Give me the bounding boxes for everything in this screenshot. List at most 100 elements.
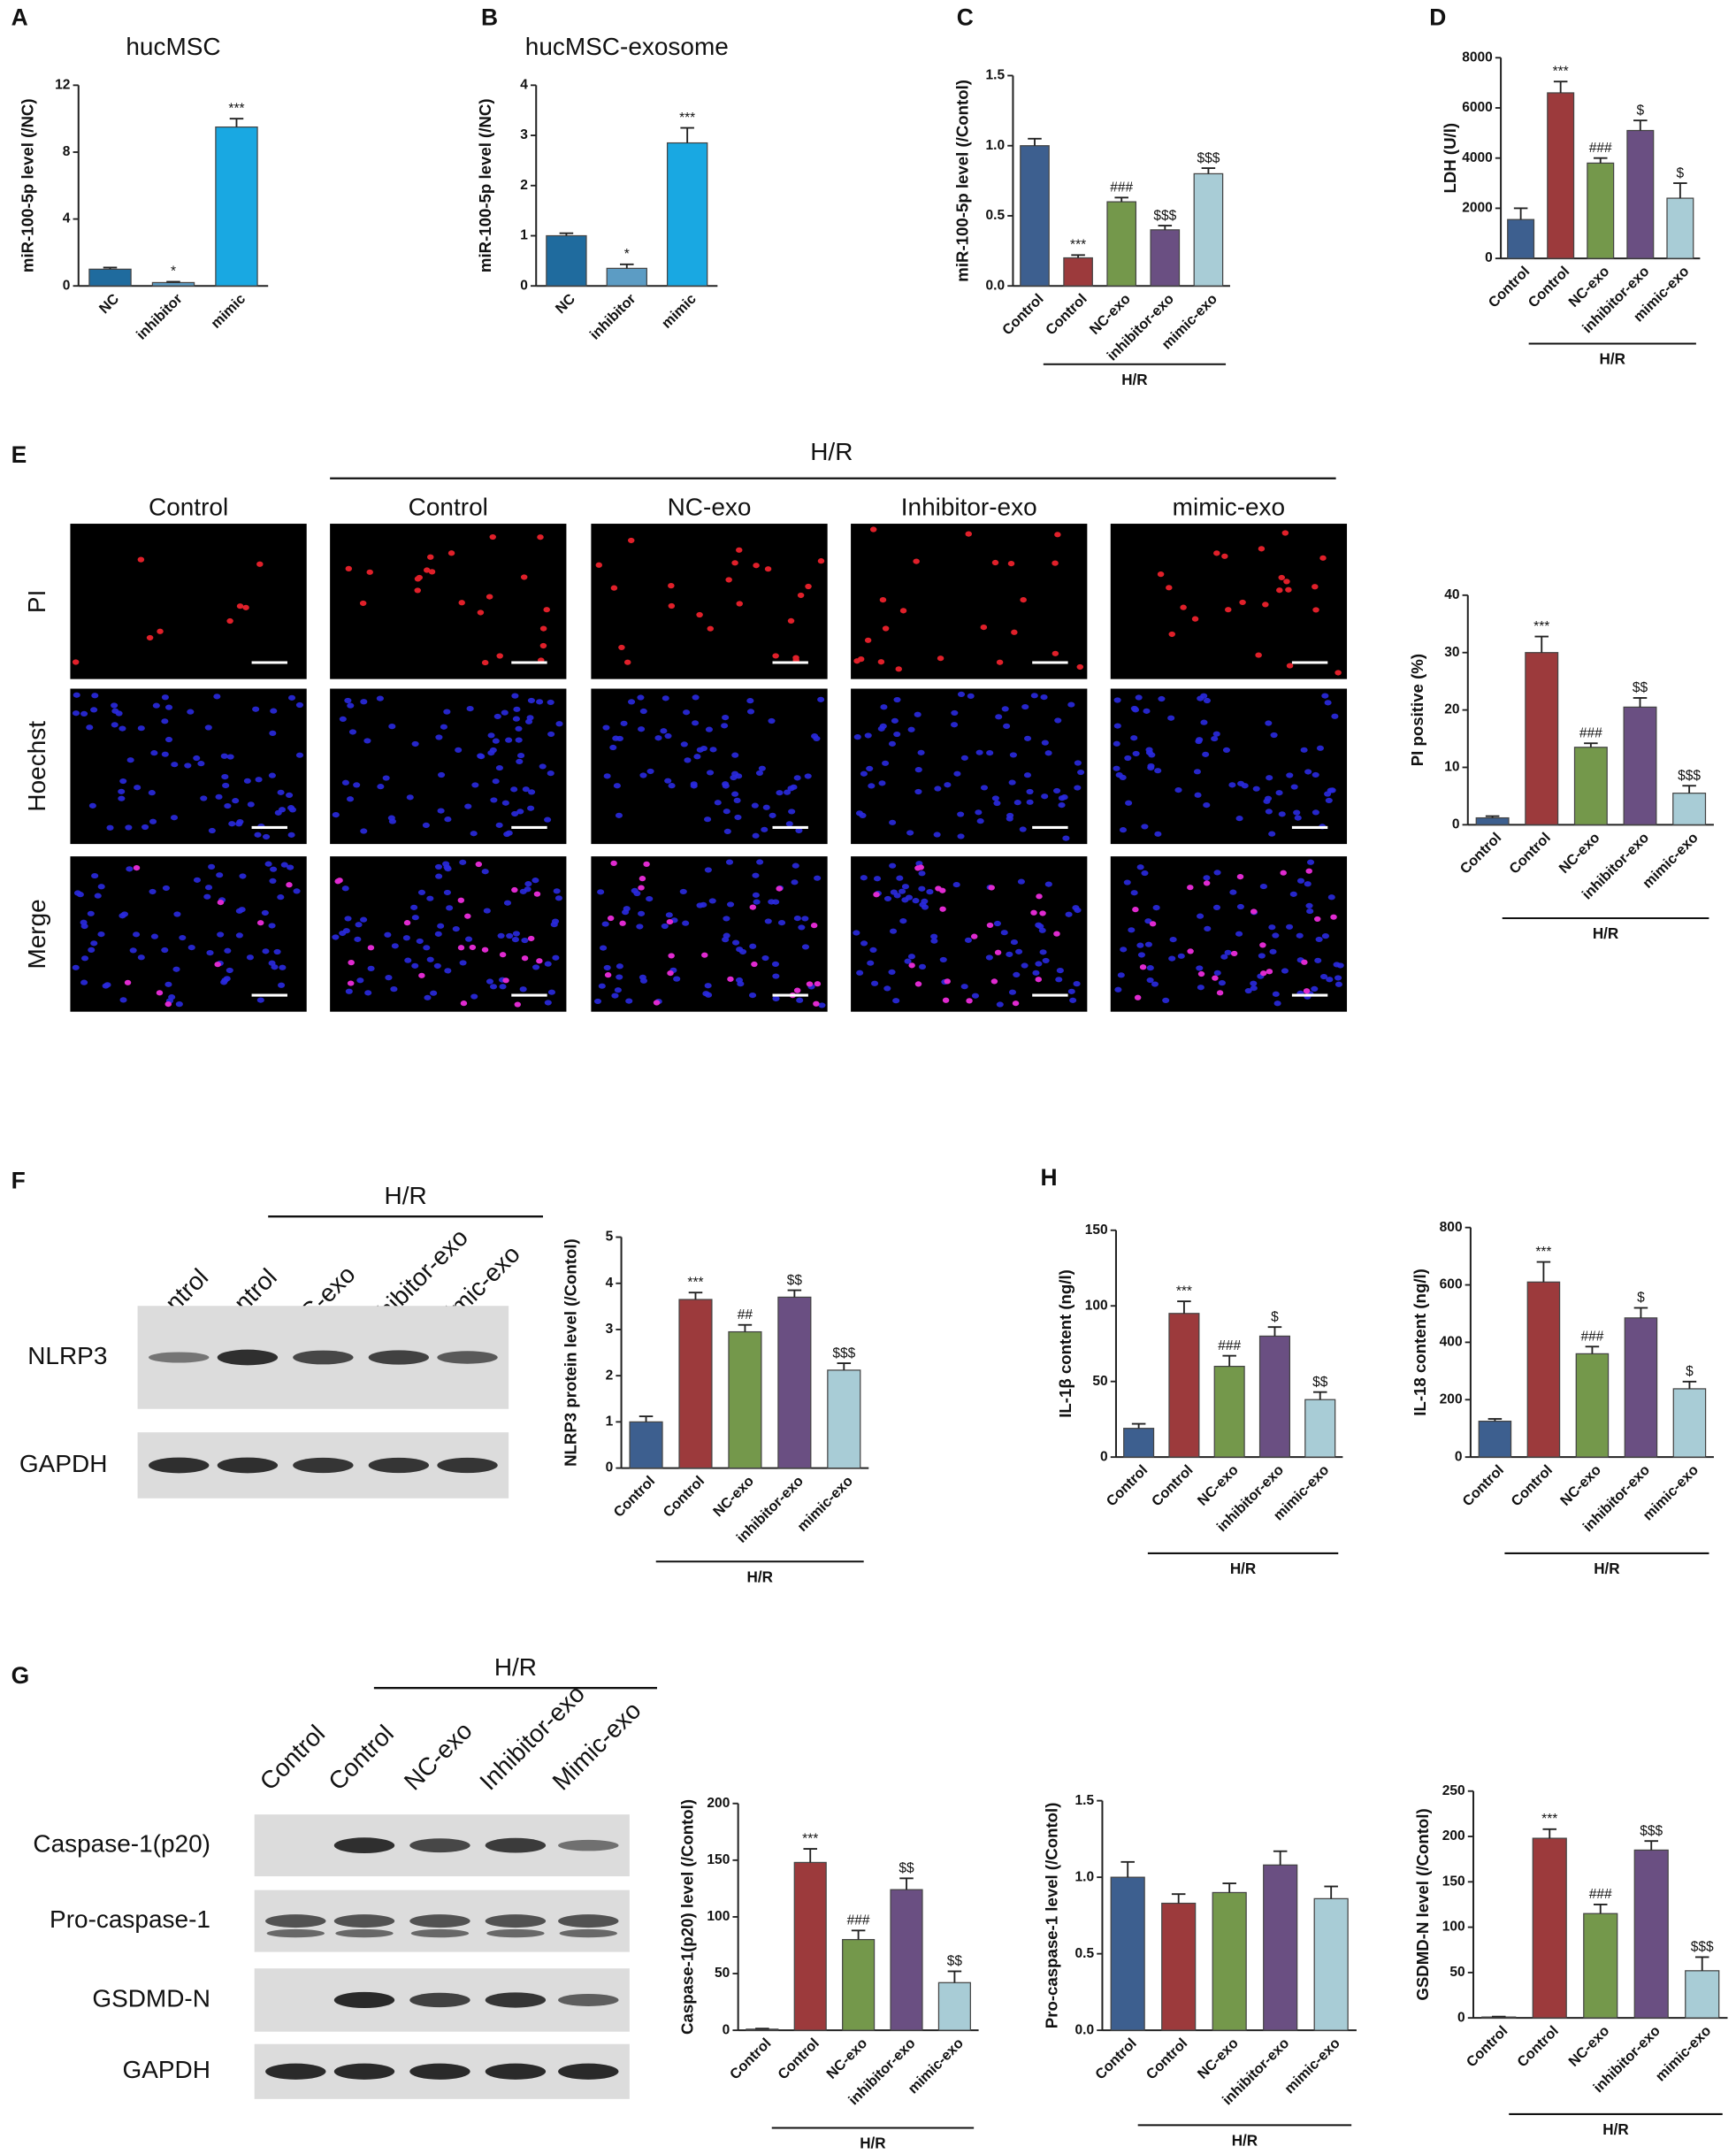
nucleus <box>1197 695 1204 701</box>
bar <box>1526 1281 1561 1458</box>
y-tick-label: 4 <box>606 1276 614 1291</box>
error-bar <box>1028 137 1042 146</box>
nucleus <box>869 947 877 953</box>
pi-nucleus <box>242 604 249 610</box>
band <box>265 1914 326 1928</box>
nucleus <box>598 983 606 989</box>
nucleus <box>134 785 141 791</box>
column-label: NC-exo <box>668 493 752 520</box>
y-axis-label: IL-18 content (ng/l) <box>1411 1269 1429 1416</box>
error-bar <box>229 118 244 127</box>
nucleus <box>615 812 623 818</box>
chart-title: hucMSC-exosome <box>525 33 729 60</box>
bar <box>88 268 132 287</box>
nucleus <box>693 754 701 760</box>
nucleus <box>889 862 897 869</box>
band <box>333 1914 395 1928</box>
pi-nucleus <box>1330 914 1337 920</box>
nucleus <box>1120 947 1128 953</box>
nucleus <box>746 698 754 704</box>
pi-nucleus <box>457 897 465 903</box>
y-tick-label: 4000 <box>1462 150 1493 165</box>
nucleus <box>90 707 98 713</box>
nucleus <box>1152 904 1160 911</box>
nucleus <box>939 956 947 963</box>
nucleus <box>477 753 485 759</box>
pi-nucleus <box>610 860 617 866</box>
pi-nucleus <box>1180 604 1187 610</box>
nucleus <box>268 772 276 778</box>
nucleus <box>1060 794 1068 801</box>
nucleus <box>363 738 371 744</box>
nucleus <box>723 809 730 815</box>
pi-nucleus <box>539 625 547 632</box>
bar <box>1583 1913 1618 2019</box>
nucleus <box>613 783 621 789</box>
nucleus <box>1144 941 1152 947</box>
nucleus <box>700 901 707 908</box>
nucleus <box>532 878 539 884</box>
nucleus <box>917 749 925 755</box>
nucleus <box>985 954 993 961</box>
nucleus <box>960 984 968 990</box>
nucleus <box>1196 965 1204 971</box>
pi-nucleus <box>899 608 907 614</box>
pi-nucleus <box>895 666 902 672</box>
nucleus <box>434 931 442 937</box>
nucleus <box>129 947 137 954</box>
pi-nucleus <box>511 886 518 893</box>
nucleus <box>722 714 730 721</box>
nucleus <box>714 800 722 806</box>
nucleus <box>893 731 901 738</box>
nucleus <box>1154 768 1162 774</box>
pi-nucleus <box>469 944 477 951</box>
nucleus <box>384 931 392 938</box>
significance: *** <box>1553 64 1569 79</box>
nucleus <box>692 694 700 701</box>
pi-nucleus <box>418 972 425 978</box>
micrograph <box>70 688 307 845</box>
nucleus <box>262 948 270 954</box>
nucleus <box>801 916 809 922</box>
band <box>409 1914 470 1928</box>
nucleus <box>521 937 529 944</box>
band <box>409 1838 470 1853</box>
nucleus <box>1203 697 1211 704</box>
y-tick-label: 800 <box>1440 1220 1463 1235</box>
y-tick-label: 5 <box>606 1230 614 1245</box>
nucleus <box>515 725 523 732</box>
nucleus <box>1229 889 1237 895</box>
nucleus <box>1212 904 1221 910</box>
nucleus <box>111 722 119 728</box>
nucleus <box>1270 732 1278 739</box>
pi-nucleus <box>124 979 132 985</box>
nucleus <box>620 720 628 726</box>
nucleus <box>1236 903 1244 910</box>
pi-nucleus <box>806 981 814 987</box>
nucleus <box>901 897 909 903</box>
x-tick-label: Control <box>775 2035 822 2083</box>
nucleus <box>623 906 631 912</box>
nucleus <box>452 925 460 932</box>
nucleus <box>1032 970 1040 976</box>
nucleus <box>1130 735 1138 741</box>
nucleus <box>1336 962 1344 969</box>
pi-nucleus <box>1039 910 1046 916</box>
nucleus <box>1290 784 1298 790</box>
y-tick-label: 200 <box>707 1796 730 1811</box>
error-bar <box>1633 1307 1648 1318</box>
nucleus <box>435 734 443 740</box>
nucleus <box>1258 953 1266 959</box>
error-bar <box>1694 1956 1709 1971</box>
nucleus <box>295 701 303 709</box>
nucleus <box>367 965 375 971</box>
nucleus <box>776 790 784 796</box>
column-label: Control <box>409 493 488 520</box>
pi-nucleus <box>666 918 674 925</box>
error-bar <box>1222 1882 1236 1893</box>
nucleus <box>646 895 654 902</box>
nucleus <box>506 932 514 939</box>
y-tick-label: 0 <box>1485 250 1493 265</box>
significance: *** <box>687 1275 703 1290</box>
nucleus <box>76 892 84 898</box>
